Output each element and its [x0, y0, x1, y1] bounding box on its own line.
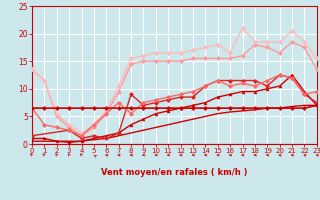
- X-axis label: Vent moyen/en rafales ( km/h ): Vent moyen/en rafales ( km/h ): [101, 168, 248, 177]
